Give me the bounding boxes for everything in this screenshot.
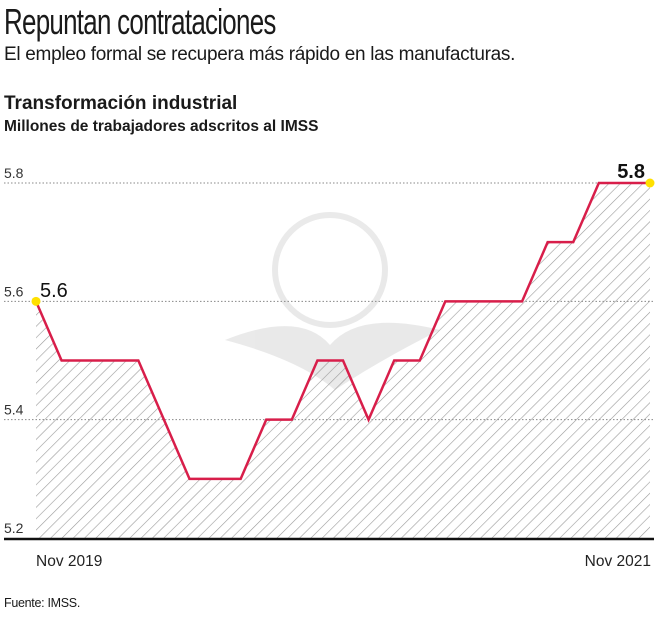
- headline: Repuntan contrataciones: [4, 1, 276, 42]
- y-tick-label: 5.4: [4, 402, 24, 418]
- chart-title: Transformación industrial: [4, 93, 238, 114]
- end-value-label: 5.8: [617, 161, 645, 183]
- y-tick-label: 5.2: [4, 520, 24, 536]
- x-tick-label-start: Nov 2019: [36, 553, 102, 570]
- start-value-label: 5.6: [40, 280, 68, 302]
- chart-subtitle: Millones de trabajadores adscritos al IM…: [4, 118, 319, 135]
- source-note: Fuente: IMSS.: [4, 596, 80, 610]
- subheadline: El empleo formal se recupera más rápido …: [4, 44, 516, 65]
- endpoint-marker: [31, 296, 41, 306]
- x-tick-label-end: Nov 2021: [585, 553, 651, 570]
- y-tick-label: 5.6: [4, 283, 24, 299]
- endpoint-marker: [645, 178, 655, 188]
- imss-eagle-watermark-icon: [225, 212, 440, 390]
- series-line: [34, 181, 650, 481]
- y-tick-label: 5.8: [4, 165, 24, 181]
